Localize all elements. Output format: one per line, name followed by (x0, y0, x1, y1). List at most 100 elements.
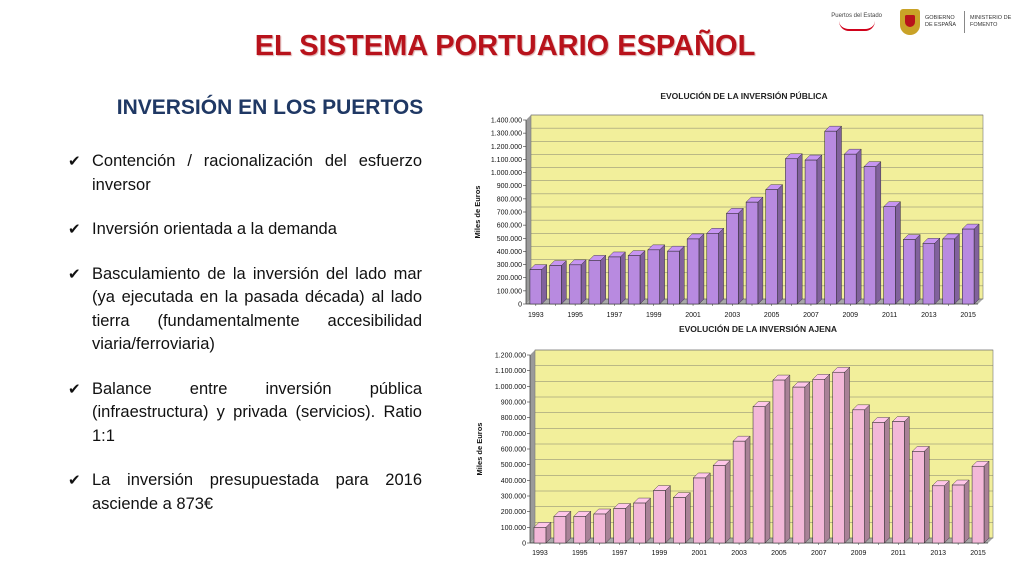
gobierno-text: GOBIERNO DE ESPAÑA (925, 15, 957, 28)
x-tick-label: 1997 (612, 550, 628, 557)
bar-front (942, 238, 955, 305)
bar-side (934, 237, 940, 305)
bar-front (752, 406, 766, 544)
bar-front (633, 502, 646, 544)
bar-front (653, 490, 666, 544)
bar (725, 207, 744, 305)
bar-side (844, 366, 850, 544)
bar-front (785, 158, 798, 305)
wave-icon (838, 21, 875, 31)
x-tick-label: 2003 (725, 312, 741, 319)
bar-side (824, 373, 830, 544)
bar (961, 223, 980, 305)
y-tick-label: 300.000 (501, 494, 526, 501)
bar-side (698, 233, 705, 305)
x-tick-label: 2001 (691, 550, 707, 557)
bullet-item: ✔ Balance entre inversión pública (infrae… (68, 378, 422, 449)
x-tick-label: 2013 (921, 312, 937, 319)
y-tick-label: 400.000 (497, 249, 522, 256)
bar-front (883, 206, 896, 305)
bar (852, 404, 871, 544)
bar-side (659, 244, 665, 305)
bar (588, 254, 607, 305)
bar-side (954, 233, 960, 305)
bar (652, 485, 671, 544)
bar-side (561, 260, 567, 305)
bar-side (600, 254, 606, 305)
x-tick-label: 2015 (960, 312, 976, 319)
bar-side (855, 148, 862, 305)
bar (883, 201, 901, 305)
bar (686, 233, 705, 305)
bar (951, 479, 970, 544)
y-tick-label: 1.000.000 (495, 384, 526, 391)
bar-front (962, 228, 975, 305)
bar-side (541, 264, 547, 305)
y-tick-label: 1.200.000 (491, 144, 522, 151)
bar (902, 234, 921, 305)
logo-divider (964, 11, 965, 33)
y-tick-label: 1.000.000 (491, 170, 522, 177)
bullet-text: Balance entre inversión pública (infraes… (92, 379, 422, 445)
bullet-item: ✔ La inversión presupuestada para 2016 as… (68, 469, 422, 516)
bar-side (679, 245, 685, 305)
bar-side (804, 381, 810, 544)
bar-side (864, 404, 870, 544)
bar-front (804, 159, 818, 305)
bar-front (872, 422, 885, 544)
bar (863, 161, 882, 305)
page-title: EL SISTEMA PORTUARIO ESPAÑOL (254, 30, 756, 62)
bar-front (568, 264, 582, 305)
chart-side-wall (526, 115, 531, 304)
x-tick-label: 1993 (532, 550, 548, 557)
x-tick-label: 2015 (970, 550, 986, 557)
bullet-item: ✔ Contención / racionalización del esfuer… (68, 150, 422, 197)
y-tick-label: 600.000 (497, 223, 522, 230)
bar (784, 153, 803, 305)
x-tick-label: 1999 (652, 550, 668, 557)
x-tick-label: 2005 (771, 550, 787, 557)
y-tick-label: 700.000 (501, 431, 526, 438)
x-tick-label: 1995 (567, 312, 583, 319)
bullet-text: Inversión orientada a la demanda (92, 220, 337, 238)
y-axis-label: Miles de Euros (475, 423, 484, 476)
bar (672, 492, 691, 544)
bar-side (685, 492, 691, 544)
bar-side (738, 207, 744, 305)
bar-side (973, 223, 980, 305)
bar-front (824, 130, 837, 305)
y-tick-label: 900.000 (501, 400, 526, 407)
y-tick-label: 100.000 (501, 525, 526, 532)
bar (922, 237, 941, 305)
bar-side (718, 227, 724, 305)
bar (529, 264, 548, 305)
checkmark-icon: ✔ (68, 472, 81, 489)
bar-front (892, 421, 905, 544)
bar-side (620, 251, 626, 305)
bar (804, 154, 823, 305)
bar-side (705, 472, 711, 544)
y-tick-label: 500.000 (497, 236, 522, 243)
bar (732, 435, 751, 544)
y-tick-label: 300.000 (497, 262, 522, 269)
y-tick-label: 500.000 (501, 462, 526, 469)
bar-side (884, 416, 890, 544)
bar-front (812, 379, 825, 544)
coat-of-arms-icon (900, 9, 920, 35)
bar-side (625, 503, 631, 544)
y-tick-label: 1.100.000 (495, 368, 526, 375)
chart-title: EVOLUCIÓN DE LA INVERSIÓN PÚBLICA (660, 90, 827, 101)
bar-front (588, 260, 601, 305)
bar-front (745, 201, 759, 305)
bar (891, 416, 910, 544)
bar (765, 184, 784, 305)
checkmark-icon: ✔ (68, 153, 81, 170)
bar-side (585, 510, 591, 544)
x-tick-label: 1997 (607, 312, 623, 319)
bar (549, 260, 567, 305)
y-tick-label: 0 (518, 302, 522, 309)
bar (745, 196, 764, 305)
bar-side (724, 459, 731, 544)
y-tick-label: 1.400.000 (491, 118, 522, 125)
bar-front (573, 516, 587, 544)
